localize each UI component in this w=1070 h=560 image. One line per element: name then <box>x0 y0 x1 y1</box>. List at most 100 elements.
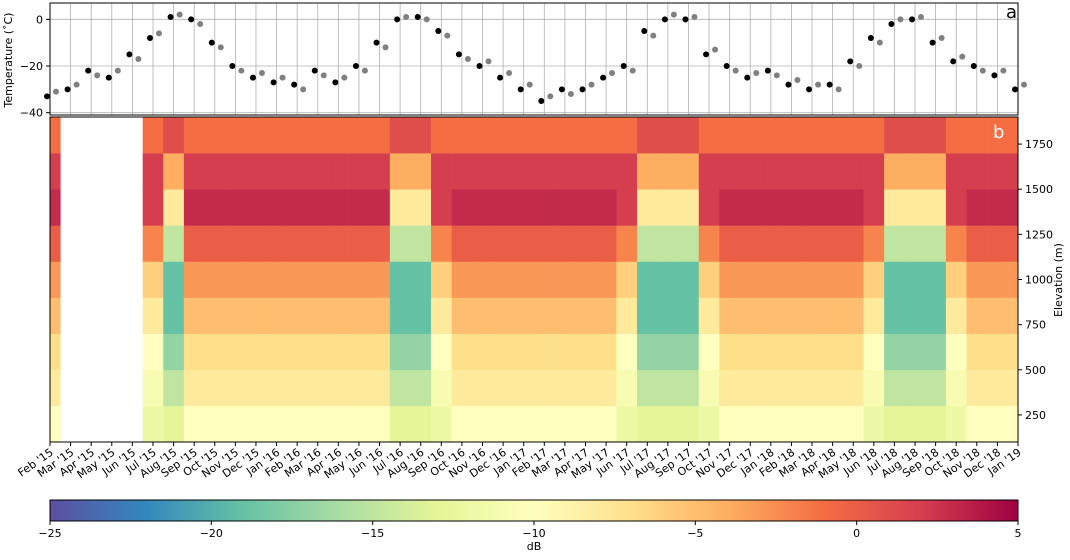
heat-cell <box>945 297 967 334</box>
heat-cell <box>286 333 308 371</box>
heat-cell <box>389 225 411 262</box>
data-point <box>938 35 945 41</box>
heat-cell <box>595 117 617 154</box>
data-point <box>815 81 822 88</box>
heat-cell <box>966 189 988 226</box>
data-point <box>238 67 245 74</box>
heat-cell <box>884 117 906 154</box>
data-point <box>620 63 627 69</box>
heat-cell <box>492 333 514 371</box>
heat-cell <box>1007 369 1019 407</box>
heat-cell <box>842 333 864 371</box>
heat-cell <box>657 297 679 334</box>
data-point <box>279 74 286 81</box>
heat-cell <box>554 405 576 443</box>
heat-cell <box>575 261 597 298</box>
heat-cell <box>451 117 473 154</box>
heat-cell <box>328 333 349 371</box>
heat-cell <box>616 297 638 334</box>
heat-cell <box>286 225 308 262</box>
heat-cell <box>534 333 555 371</box>
heat-cell <box>1007 153 1019 190</box>
heat-cell <box>904 369 926 407</box>
heat-cell <box>987 189 1009 226</box>
colorbar-tick-label: 0 <box>853 527 860 540</box>
data-point <box>773 72 780 79</box>
colorbar-tick-label: −5 <box>687 527 703 540</box>
heat-cell <box>245 189 267 226</box>
heat-cell <box>801 405 823 443</box>
heat-cell <box>554 153 576 190</box>
data-point <box>918 14 925 20</box>
data-point <box>950 58 957 65</box>
data-point <box>85 67 92 74</box>
heat-cell <box>739 117 761 154</box>
heat-cell <box>513 369 535 407</box>
heat-cell <box>966 297 988 334</box>
heat-cell <box>163 225 185 262</box>
heat-cell <box>657 153 679 190</box>
heat-cell <box>369 333 391 371</box>
heat-cell <box>575 225 597 262</box>
heat-cell <box>636 333 658 371</box>
heat-cell <box>616 369 638 407</box>
y-tick-label: 1500 <box>1025 183 1053 196</box>
heat-cell <box>863 225 885 262</box>
heat-cell <box>739 297 761 334</box>
data-point <box>188 16 195 23</box>
data-point <box>146 35 153 41</box>
heat-cell <box>554 117 576 154</box>
heat-cell <box>801 189 823 226</box>
heat-cell <box>595 153 617 190</box>
heat-cell <box>678 261 700 298</box>
heat-cell <box>966 153 988 190</box>
heat-cell <box>204 153 226 190</box>
heat-cell <box>698 189 720 226</box>
data-point <box>970 63 977 69</box>
data-point <box>567 91 574 97</box>
heat-cell <box>50 405 61 443</box>
heat-cell <box>50 153 61 190</box>
heat-cell <box>225 405 246 443</box>
heat-cell <box>286 153 308 190</box>
heat-cell <box>513 117 535 154</box>
heat-cell <box>781 405 803 443</box>
heat-cell <box>636 369 658 407</box>
heat-cell <box>142 153 164 190</box>
heat-cell <box>513 405 535 443</box>
data-point <box>929 39 936 46</box>
data-point <box>888 21 895 27</box>
heat-cell <box>142 369 164 407</box>
heat-cell <box>678 333 700 371</box>
heat-cell <box>50 261 61 298</box>
y-tick-label: 250 <box>1025 409 1046 422</box>
heat-cell <box>801 117 823 154</box>
heat-cell <box>266 225 288 262</box>
heat-cell <box>719 297 741 334</box>
heat-cell <box>575 297 597 334</box>
plot-frame <box>49 2 1019 116</box>
data-point <box>979 67 986 74</box>
heat-cell <box>822 153 844 190</box>
heat-cell <box>801 369 823 407</box>
heat-cell <box>410 369 432 407</box>
heat-cell <box>348 405 370 443</box>
heat-cell <box>348 333 370 371</box>
heat-cell <box>410 117 432 154</box>
heat-cell <box>781 369 803 407</box>
heat-cell <box>945 153 967 190</box>
heat-cell <box>595 297 617 334</box>
heat-cell <box>492 189 514 226</box>
heat-cell <box>966 261 988 298</box>
heat-cell <box>739 333 761 371</box>
heat-cell <box>925 189 947 226</box>
heat-cell <box>575 333 597 371</box>
heat-cell <box>698 333 720 371</box>
heat-cell <box>266 189 288 226</box>
heat-cell <box>266 333 288 371</box>
heat-cell <box>678 189 700 226</box>
heat-cell <box>472 261 494 298</box>
heat-cell <box>369 153 391 190</box>
heat-cell <box>534 225 555 262</box>
heat-cell <box>678 225 700 262</box>
